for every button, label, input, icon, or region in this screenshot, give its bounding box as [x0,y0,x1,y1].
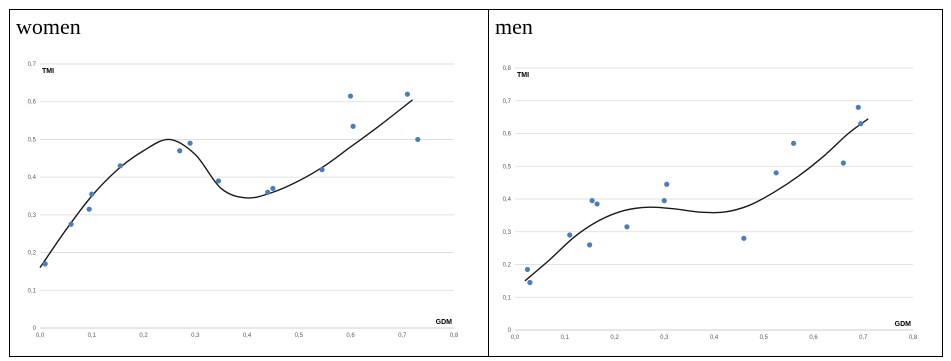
figure-frame: women 0 0,1 0,2 0,3 0,4 0,5 0,6 0,7 0,0 0,1 0,2 0,3… [9,9,943,357]
y-tick-label: 0,7 [503,99,512,105]
data-point [664,181,670,187]
data-point [661,198,667,204]
data-point [68,221,74,227]
y-tick-label: 0 [33,326,37,332]
trendline [524,118,869,282]
trendline [39,99,414,269]
data-point [624,224,630,230]
y-tick-label: 0,5 [28,137,37,143]
x-tick-label: 0,4 [710,335,719,341]
men-chart: 0 0,1 0,2 0,3 0,4 0,5 0,6 0,7 0,8 0,0 0,1 0,2 0,3 0,4… [503,66,918,341]
data-point [589,198,595,204]
x-axis-label: GDM [436,319,453,326]
men-title: men [495,14,533,39]
women-title: women [16,14,81,39]
women-panel: women 0 0,1 0,2 0,3 0,4 0,5 0,6 0,7 0,0 0,1 0,2 0,3… [10,10,489,356]
data-point [415,136,421,143]
x-axis-label: GDM [895,321,912,328]
y-tick-label: 0,6 [503,132,512,138]
y-tick-label: 0,8 [503,66,512,72]
x-tick-label: 0,2 [139,333,148,339]
y-tick-label: 0,2 [503,263,512,269]
data-point [587,242,593,248]
data-point [773,170,779,176]
data-point [177,148,183,154]
y-tick-label: 0,6 [28,100,37,106]
data-point [42,261,48,267]
data-point [89,191,95,197]
x-tick-label: 0,8 [909,335,918,341]
x-tick-label: 0,6 [346,333,355,339]
x-tick-label: 0,0 [36,333,45,339]
men-panel: men 0 0,1 0,2 0,3 0,4 0,5 0,6 0,7 0,8 0,0 0,1 0,2 0,… [489,10,942,356]
x-tick-label: 0,5 [760,335,769,341]
y-tick-label: 0,4 [28,175,37,181]
x-tick-label: 0,1 [88,333,97,339]
data-point [319,167,325,173]
data-point [791,140,797,146]
y-tick-label: 0,4 [503,197,512,203]
data-point [86,206,92,212]
y-tick-label: 0,5 [503,164,512,170]
y-tick-label: 0,7 [28,62,37,68]
y-tick-label: 0,1 [503,295,512,301]
x-tick-label: 0,6 [809,335,818,341]
data-point [215,178,222,184]
y-tick-label: 0,3 [28,213,37,219]
y-tick-label: 0 [508,328,512,334]
x-tick-label: 0,0 [511,335,520,341]
data-point [350,123,356,129]
x-tick-label: 0,4 [243,333,252,339]
data-point [858,121,864,127]
data-point [117,163,123,169]
x-tick-label: 0,3 [660,335,669,341]
women-chart: 0 0,1 0,2 0,3 0,4 0,5 0,6 0,7 0,0 0,1 0,2 0,3 0,4 0,5… [28,62,459,339]
data-point [270,185,276,192]
data-point [265,189,271,195]
data-point [741,235,747,241]
data-point [567,232,573,238]
x-tick-label: 0,1 [561,335,570,341]
data-point [527,279,533,286]
x-tick-label: 0,5 [295,333,304,339]
x-tick-label: 0,8 [450,333,459,339]
data-point [840,160,846,166]
y-tick-label: 0,2 [28,251,37,257]
y-tick-label: 0,1 [28,288,37,294]
x-tick-label: 0,2 [610,335,619,341]
x-tick-label: 0,7 [398,333,407,339]
data-point [347,93,354,99]
x-tick-label: 0,3 [191,333,200,339]
data-point [594,201,600,207]
data-point [524,266,531,273]
data-point [855,104,861,110]
y-axis-label: TMI [42,68,54,75]
data-point [404,91,411,97]
data-point [187,140,193,146]
x-tick-label: 0,7 [859,335,868,341]
y-tick-label: 0,3 [503,230,512,236]
y-axis-label: TMI [517,72,529,79]
